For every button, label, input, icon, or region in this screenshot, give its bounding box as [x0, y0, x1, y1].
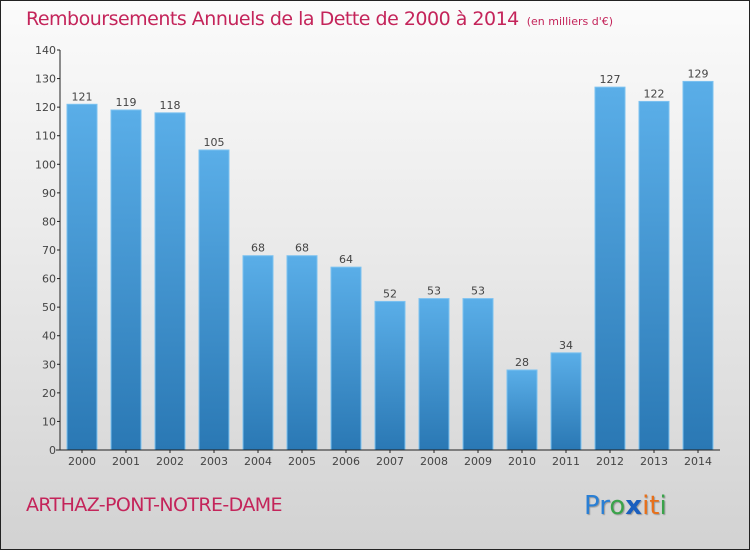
y-tick-label-20: 20 — [42, 387, 56, 400]
x-tick-label-2007: 2007 — [376, 455, 404, 468]
bar-2003 — [198, 149, 230, 451]
x-tick-label-2013: 2013 — [640, 455, 668, 468]
logo-letter: o — [609, 491, 626, 521]
y-tick-label-80: 80 — [42, 215, 56, 228]
bar-2010 — [506, 369, 538, 451]
x-tick-label-2005: 2005 — [288, 455, 316, 468]
y-tick-label-50: 50 — [42, 301, 56, 314]
logo-letter: t — [649, 491, 660, 521]
bar-2007 — [374, 300, 406, 451]
bar-2011 — [550, 352, 582, 451]
town-name: ARTHAZ-PONT-NOTRE-DAME — [26, 494, 283, 516]
value-label-2014: 129 — [688, 67, 709, 80]
x-tick-label-2011: 2011 — [552, 455, 580, 468]
chart-title-unit: (en milliers d'€) — [526, 15, 614, 28]
logo-letter: P — [584, 491, 600, 521]
y-tick-label-120: 120 — [35, 101, 56, 114]
y-tick-label-30: 30 — [42, 358, 56, 371]
x-tick-label-2000: 2000 — [68, 455, 96, 468]
x-tick-label-2004: 2004 — [244, 455, 272, 468]
x-tick-label-2010: 2010 — [508, 455, 536, 468]
x-tick-label-2001: 2001 — [112, 455, 140, 468]
x-tick-label-2003: 2003 — [200, 455, 228, 468]
y-tick-label-110: 110 — [35, 130, 56, 143]
x-tick-label-2014: 2014 — [684, 455, 712, 468]
bar-2014 — [682, 80, 714, 451]
logo-letter: r — [599, 491, 610, 521]
value-label-2003: 105 — [204, 136, 225, 149]
value-label-2010: 28 — [515, 356, 529, 369]
bar-2002 — [154, 112, 186, 451]
value-label-2007: 52 — [383, 287, 397, 300]
value-label-2008: 53 — [427, 285, 441, 298]
y-tick-label-0: 0 — [49, 444, 56, 457]
bar-2000 — [66, 103, 98, 451]
value-label-2012: 127 — [600, 73, 621, 86]
logo-letter: i — [659, 491, 667, 521]
bar-2005 — [286, 255, 318, 451]
y-tick-label-100: 100 — [35, 158, 56, 171]
x-tick-label-2008: 2008 — [420, 455, 448, 468]
bar-2008 — [418, 298, 450, 451]
chart-title-main: Remboursements Annuels de la Dette de 20… — [26, 8, 519, 30]
value-label-2011: 34 — [559, 339, 573, 352]
bar-2004 — [242, 255, 274, 451]
y-tick-label-140: 140 — [35, 44, 56, 57]
value-label-2002: 118 — [160, 99, 181, 112]
y-tick-label-10: 10 — [42, 415, 56, 428]
logo-letter: x — [625, 491, 643, 521]
value-label-2004: 68 — [251, 242, 265, 255]
y-tick-label-60: 60 — [42, 273, 56, 286]
x-tick-label-2009: 2009 — [464, 455, 492, 468]
axes-group: 2000 2001 2002 2003 2004 2005 2006 2007 2008 2009… — [35, 44, 720, 468]
value-label-2013: 122 — [644, 87, 665, 100]
y-tick-label-40: 40 — [42, 330, 56, 343]
y-tick-label-130: 130 — [35, 73, 56, 86]
bar-2013 — [638, 100, 670, 451]
x-tick-label-2012: 2012 — [596, 455, 624, 468]
y-tick-label-90: 90 — [42, 187, 56, 200]
y-tick-label-70: 70 — [42, 244, 56, 257]
x-tick-label-2006: 2006 — [332, 455, 360, 468]
bar-2009 — [462, 298, 494, 451]
bar-2006 — [330, 266, 362, 451]
logo-letter: i — [642, 491, 650, 521]
bar-2012 — [594, 86, 626, 451]
value-label-2006: 64 — [339, 253, 353, 266]
value-label-2001: 119 — [116, 96, 137, 109]
chart-title: Remboursements Annuels de la Dette de 20… — [26, 8, 613, 30]
value-label-2005: 68 — [295, 242, 309, 255]
value-label-2009: 53 — [471, 285, 485, 298]
bars-group: 121 119 118 105 68 68 64 52 53 53 28 34 127 122 129 — [66, 67, 714, 451]
proxiti-logo[interactable]: Proxiti — [584, 491, 667, 521]
x-tick-label-2002: 2002 — [156, 455, 184, 468]
bar-2001 — [110, 109, 142, 451]
value-label-2000: 121 — [72, 90, 93, 103]
